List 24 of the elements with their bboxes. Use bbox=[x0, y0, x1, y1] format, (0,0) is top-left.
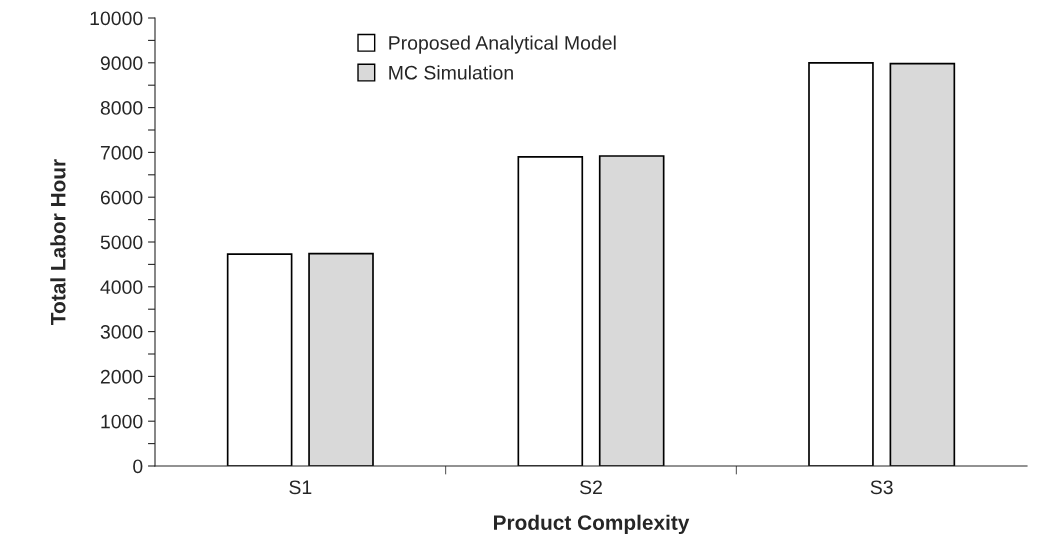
y-tick-label: 4000 bbox=[100, 280, 143, 295]
bar bbox=[517, 156, 584, 466]
y-tick-label: 8000 bbox=[100, 101, 143, 115]
legend-label: MC Simulation bbox=[389, 65, 513, 80]
y-tick-label: 1000 bbox=[101, 414, 143, 429]
bar bbox=[889, 62, 956, 466]
bar bbox=[308, 252, 374, 466]
x-tick-label: S2 bbox=[579, 480, 602, 495]
y-tick-label: 3000 bbox=[100, 325, 143, 339]
x-axis-title: Product Complexity bbox=[494, 514, 690, 535]
bar bbox=[598, 155, 665, 466]
x-tick-label: S3 bbox=[870, 480, 893, 495]
legend-label: Proposed Analytical Model bbox=[389, 35, 616, 54]
bar bbox=[226, 253, 293, 466]
bar bbox=[808, 61, 874, 466]
y-tick-label: 10000 bbox=[90, 11, 143, 26]
y-axis-title: Total Labor Hour bbox=[50, 159, 66, 325]
x-tick-label: S1 bbox=[289, 480, 312, 495]
y-tick-label: 9000 bbox=[100, 56, 143, 71]
y-tick-label: 0 bbox=[133, 459, 143, 474]
y-tick-label: 2000 bbox=[100, 369, 143, 384]
y-tick-label: 6000 bbox=[100, 190, 143, 205]
y-tick-label: 7000 bbox=[100, 145, 143, 160]
y-tick-label: 5000 bbox=[100, 235, 143, 250]
